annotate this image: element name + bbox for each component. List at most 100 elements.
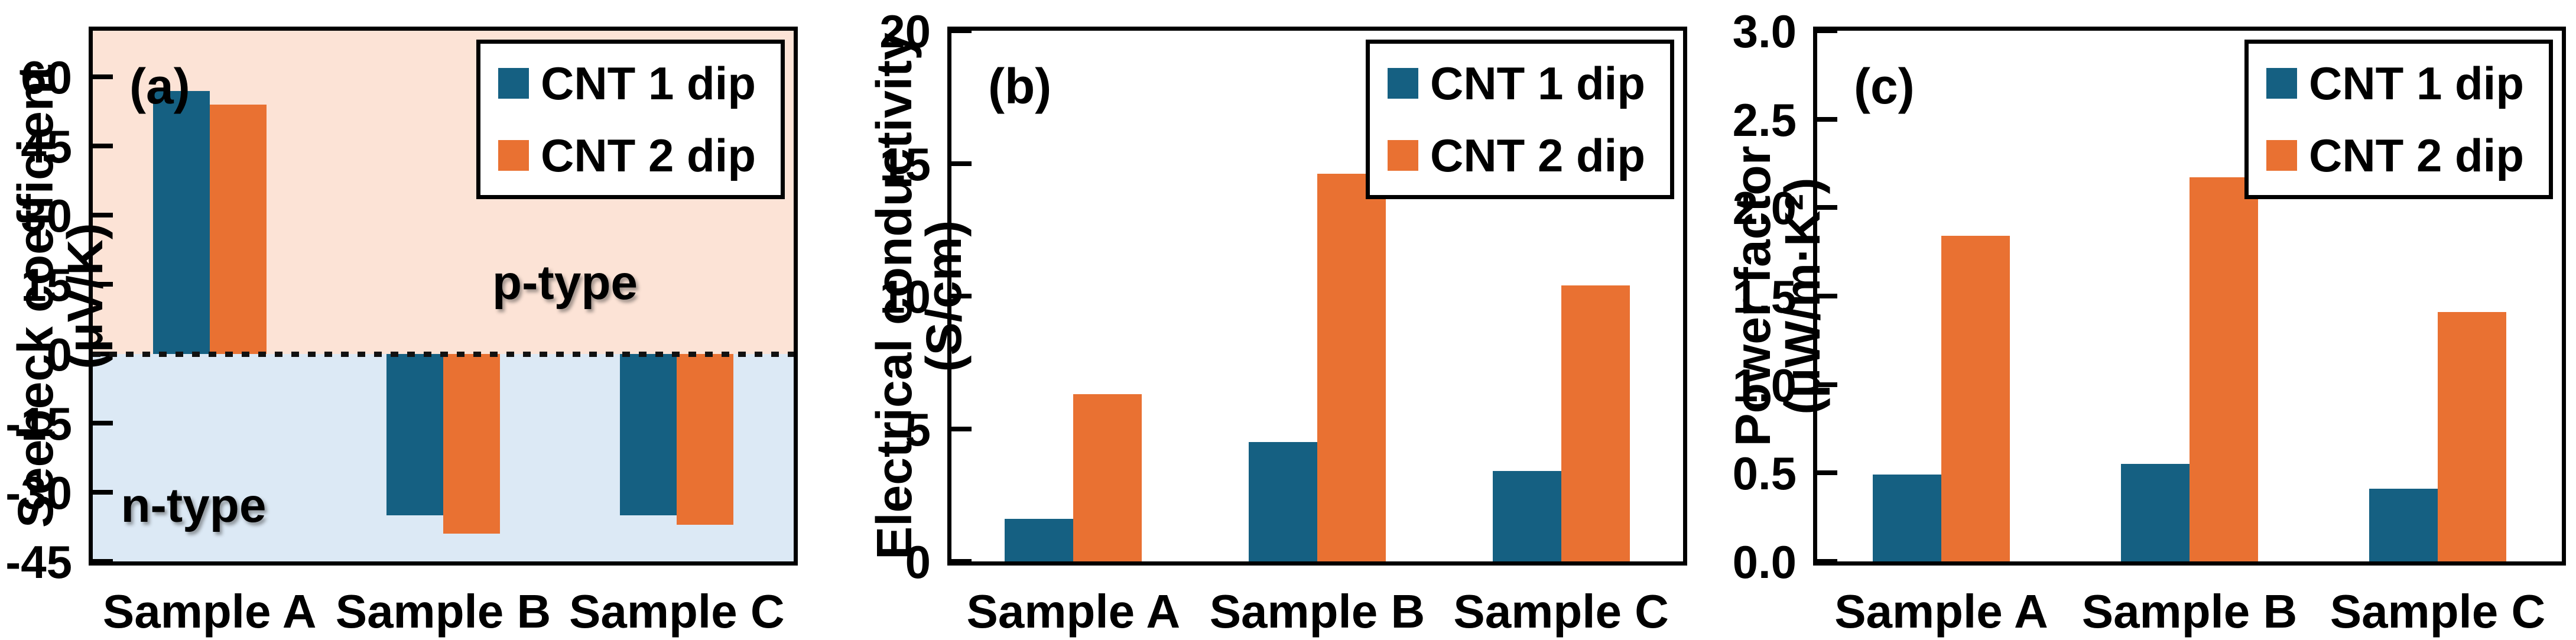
panel-letter-c: (c) bbox=[1854, 59, 1915, 114]
y-tick-mark bbox=[93, 559, 113, 564]
y-tick-label: -45 bbox=[5, 536, 72, 588]
y-tick-label: 3.0 bbox=[1732, 5, 1797, 57]
y-tick-label: 20 bbox=[879, 5, 931, 57]
x-category-label-sample-b: Sample B bbox=[1209, 585, 1425, 638]
y-tick-label: 0 bbox=[905, 536, 931, 588]
y-tick-label: -30 bbox=[5, 466, 72, 519]
y-tick-label: 0.5 bbox=[1732, 447, 1797, 500]
x-category-label-sample-c: Sample C bbox=[569, 585, 785, 638]
legend-swatch-icon bbox=[1388, 68, 1418, 99]
y-tick-label: 2.5 bbox=[1732, 93, 1797, 146]
y-tick-mark bbox=[951, 28, 972, 33]
legend: CNT 1 dip CNT 2 dip bbox=[476, 40, 785, 199]
annotation-n-type: n-type bbox=[121, 479, 267, 533]
panel-letter-b: (b) bbox=[988, 59, 1052, 114]
y-tick-mark bbox=[93, 420, 113, 425]
y-tick-mark bbox=[951, 559, 972, 564]
bar-sample-a-cnt-2-dip bbox=[209, 104, 267, 354]
plot-area-b: (b) bbox=[947, 27, 1687, 566]
bar-sample-b-cnt-1-dip bbox=[2121, 464, 2190, 561]
annotation-p-type: p-type bbox=[492, 256, 638, 310]
panel-b: (b) 20 15 10 5 0 Sample A Sample B Sample C Elect… bbox=[859, 0, 1717, 640]
legend-label: CNT 2 dip bbox=[2309, 129, 2524, 181]
y-axis-label: Power factor (μW/m·K²) bbox=[1725, 145, 1830, 447]
panel-letter-a: (a) bbox=[129, 59, 190, 114]
legend-swatch-icon bbox=[2266, 68, 2297, 99]
legend-item-cnt-2-dip: CNT 2 dip bbox=[1388, 132, 1645, 178]
y-tick-label: 30 bbox=[21, 190, 72, 242]
legend: CNT 1 dip CNT 2 dip bbox=[2244, 40, 2553, 199]
panel-c: (c) 3.0 2.5 2.0 1.5 1.0 0.5 0.0 Sample A Sample B… bbox=[1717, 0, 2576, 640]
y-tick-label: -15 bbox=[5, 397, 72, 450]
y-tick-mark bbox=[1817, 28, 1837, 33]
y-tick-label: 1.0 bbox=[1732, 359, 1797, 411]
legend-item-cnt-1-dip: CNT 1 dip bbox=[498, 60, 756, 106]
bar-sample-a-cnt-1-dip bbox=[1873, 475, 1941, 561]
y-tick-mark bbox=[1817, 382, 1837, 387]
legend: CNT 1 dip CNT 2 dip bbox=[1366, 40, 1674, 199]
bar-sample-c-cnt-1-dip bbox=[620, 353, 677, 515]
y-tick-mark bbox=[1817, 294, 1837, 298]
bar-sample-b-cnt-1-dip bbox=[1249, 441, 1317, 561]
legend-item-cnt-2-dip: CNT 2 dip bbox=[498, 132, 756, 178]
legend-item-cnt-1-dip: CNT 1 dip bbox=[1388, 60, 1645, 106]
legend-label: CNT 2 dip bbox=[541, 129, 756, 181]
y-axis-label: Seebeck coefficient (μV/K) bbox=[8, 64, 113, 528]
x-category-label-sample-c: Sample C bbox=[2330, 585, 2546, 638]
y-tick-mark bbox=[1817, 116, 1837, 122]
bar-sample-c-cnt-2-dip bbox=[1561, 285, 1630, 561]
y-tick-label: 1.5 bbox=[1732, 271, 1797, 323]
x-category-label-sample-b: Sample B bbox=[335, 585, 551, 638]
y-tick-label: 0.0 bbox=[1732, 536, 1797, 588]
bar-sample-b-cnt-2-dip bbox=[443, 353, 500, 534]
y-tick-mark bbox=[93, 489, 113, 495]
y-tick-label: 0 bbox=[46, 328, 72, 381]
x-category-label-sample-a: Sample A bbox=[102, 585, 317, 638]
x-category-label-sample-a: Sample A bbox=[1834, 585, 2048, 638]
y-tick-label: 2.0 bbox=[1732, 182, 1797, 235]
bar-sample-c-cnt-2-dip bbox=[2438, 311, 2506, 561]
y-tick-mark bbox=[1817, 559, 1837, 564]
x-category-label-sample-c: Sample C bbox=[1453, 585, 1669, 638]
y-tick-label: 10 bbox=[879, 271, 931, 323]
bar-sample-b-cnt-2-dip bbox=[2190, 177, 2258, 561]
x-category-label-sample-b: Sample B bbox=[2081, 585, 2298, 638]
y-tick-mark bbox=[951, 294, 972, 298]
y-tick-mark bbox=[93, 74, 113, 80]
legend-label: CNT 1 dip bbox=[541, 57, 756, 109]
y-tick-label: 15 bbox=[21, 259, 72, 311]
legend-swatch-icon bbox=[1388, 140, 1418, 171]
zero-dotted-line bbox=[93, 351, 794, 357]
y-tick-mark bbox=[93, 282, 113, 287]
legend-item-cnt-1-dip: CNT 1 dip bbox=[2266, 60, 2524, 106]
legend-swatch-icon bbox=[498, 68, 529, 99]
y-tick-mark bbox=[1817, 205, 1837, 210]
legend-label: CNT 2 dip bbox=[1430, 129, 1645, 181]
legend-swatch-icon bbox=[2266, 140, 2297, 171]
bar-sample-c-cnt-1-dip bbox=[1492, 471, 1561, 561]
y-tick-mark bbox=[951, 161, 972, 166]
y-tick-mark bbox=[93, 213, 113, 218]
y-tick-mark bbox=[951, 426, 972, 431]
x-category-label-sample-a: Sample A bbox=[966, 585, 1181, 638]
legend-swatch-icon bbox=[498, 140, 529, 171]
panel-a: p-type n-type (a) 60 45 30 15 0 -15 -30 -45 Sample … bbox=[0, 0, 859, 640]
y-tick-label: 5 bbox=[905, 403, 931, 456]
y-tick-label: 45 bbox=[21, 121, 72, 173]
legend-item-cnt-2-dip: CNT 2 dip bbox=[2266, 132, 2524, 178]
y-tick-mark bbox=[1817, 470, 1837, 476]
bar-sample-c-cnt-1-dip bbox=[2369, 489, 2438, 561]
y-tick-mark bbox=[93, 144, 113, 149]
bar-sample-a-cnt-1-dip bbox=[152, 90, 210, 354]
bar-sample-a-cnt-2-dip bbox=[1941, 236, 2010, 561]
bar-sample-c-cnt-2-dip bbox=[677, 353, 734, 525]
bar-sample-b-cnt-2-dip bbox=[1317, 174, 1386, 561]
legend-label: CNT 1 dip bbox=[2309, 57, 2524, 109]
y-tick-label: 15 bbox=[879, 138, 931, 190]
bar-sample-a-cnt-1-dip bbox=[1005, 519, 1074, 561]
y-tick-label: 60 bbox=[21, 51, 72, 104]
bar-sample-a-cnt-2-dip bbox=[1073, 394, 1142, 561]
legend-label: CNT 1 dip bbox=[1430, 57, 1645, 109]
bar-sample-b-cnt-1-dip bbox=[386, 353, 443, 515]
